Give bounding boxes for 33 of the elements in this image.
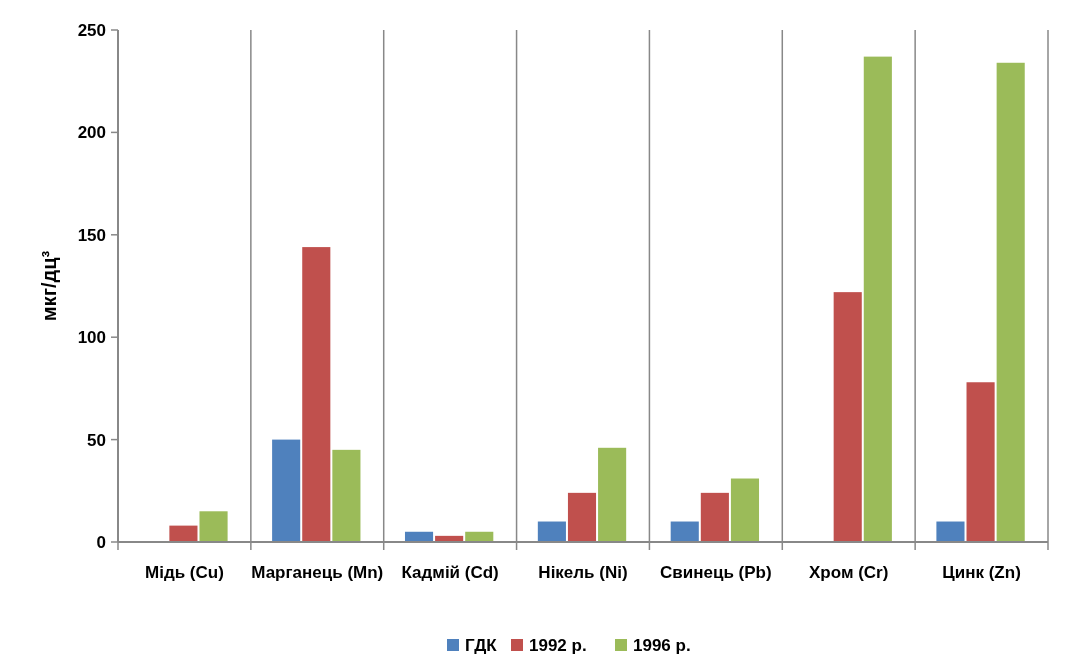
y-tick-label: 0 xyxy=(96,532,106,552)
bar xyxy=(199,511,228,542)
bar xyxy=(936,521,965,542)
legend-label: ГДК xyxy=(465,636,498,655)
bar xyxy=(537,521,566,542)
y-tick-label: 250 xyxy=(77,20,106,40)
x-tick-label: Марганець (Mn) xyxy=(251,563,384,582)
y-tick-label: 150 xyxy=(77,225,106,245)
bar xyxy=(670,521,699,542)
x-tick-label: Цинк (Zn) xyxy=(942,563,1021,582)
bar xyxy=(169,525,198,542)
x-tick-label: Хром (Cr) xyxy=(809,563,889,582)
bar xyxy=(567,492,597,542)
x-tick-label: Кадмій (Cd) xyxy=(401,563,499,582)
y-tick-label: 100 xyxy=(77,328,106,348)
bar xyxy=(598,447,627,542)
y-tick-label: 50 xyxy=(87,430,106,450)
bar xyxy=(302,247,331,542)
x-tick-label: Мідь (Cu) xyxy=(145,563,224,582)
bar xyxy=(332,449,361,542)
bar xyxy=(833,292,862,542)
bar xyxy=(272,439,301,542)
bar xyxy=(863,56,892,542)
x-tick-label: Свинець (Pb) xyxy=(660,563,772,582)
bar xyxy=(730,478,760,542)
x-tick-label: Нікель (Ni) xyxy=(538,563,628,582)
legend-label: 1996 р. xyxy=(633,636,691,655)
bar xyxy=(996,62,1025,542)
y-tick-label: 200 xyxy=(77,123,106,143)
bar xyxy=(966,382,995,542)
bar xyxy=(700,492,729,542)
legend-label: 1992 р. xyxy=(529,636,587,655)
y-axis-title: мкг/дц³ xyxy=(38,250,60,322)
